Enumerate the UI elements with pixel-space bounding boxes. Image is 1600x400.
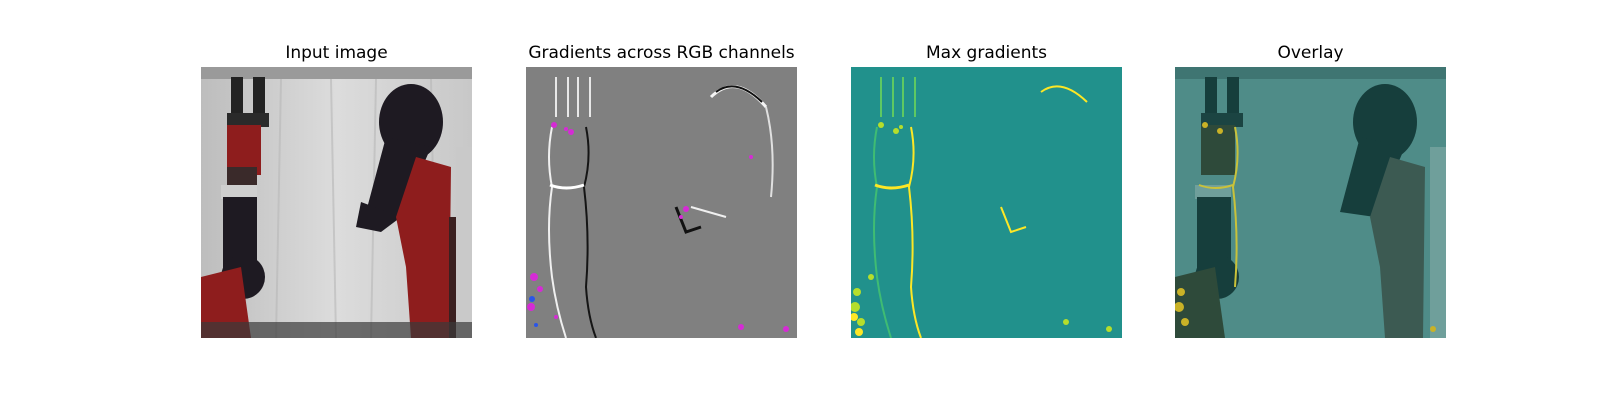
max-gradients-image xyxy=(851,67,1122,338)
panel-title-overlay: Overlay xyxy=(1277,43,1344,63)
panel-overlay: Overlay xyxy=(1175,40,1446,338)
panel-gradients: Gradients across RGB channels xyxy=(526,40,797,338)
panel-title-max: Max gradients xyxy=(925,43,1048,63)
panel-input: Input image xyxy=(201,40,472,338)
panel-title-gradients: Gradients across RGB channels xyxy=(528,43,795,63)
gradients-image xyxy=(526,67,797,338)
overlay-image xyxy=(1175,67,1446,338)
panel-max: Max gradients xyxy=(851,40,1122,338)
input-image xyxy=(201,67,472,338)
panel-title-input: Input image xyxy=(285,43,388,63)
